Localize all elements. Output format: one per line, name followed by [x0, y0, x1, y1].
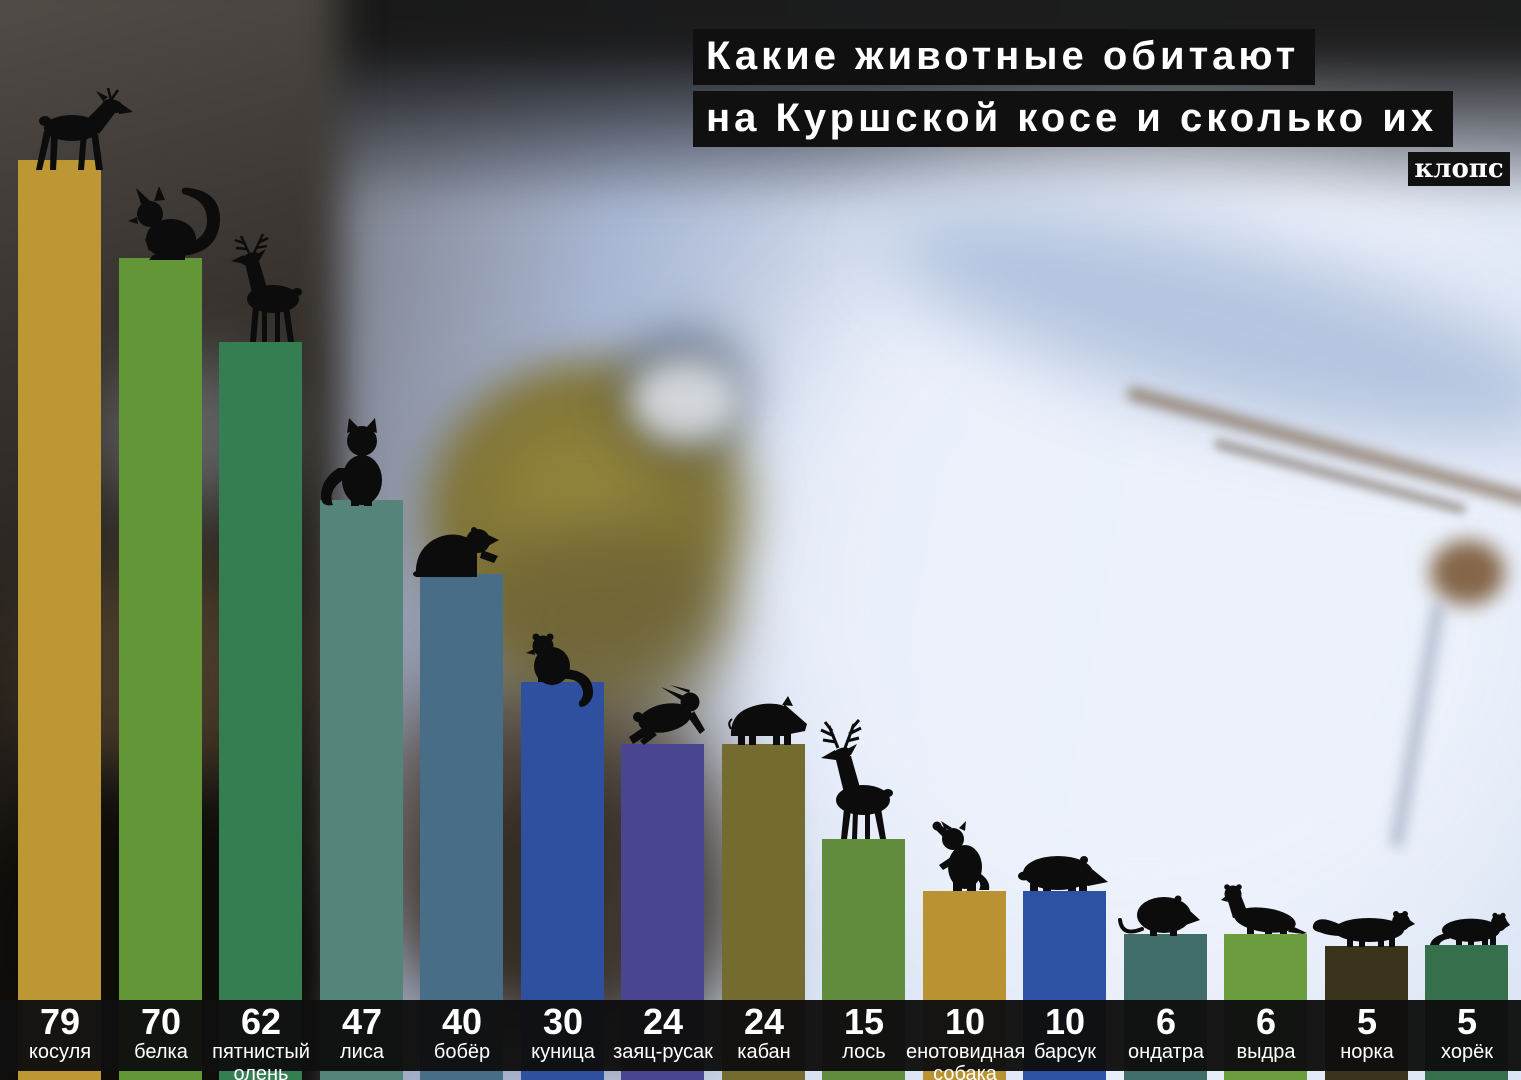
bar-value: 10 — [1044, 1001, 1086, 1042]
klops-logo: клопс — [1408, 152, 1510, 186]
boar-silhouette — [727, 695, 807, 745]
axis-label-барсук: 10 барсук — [1006, 1001, 1124, 1064]
bar-category: хорёк — [1441, 1041, 1493, 1063]
bar-белка — [119, 258, 202, 1080]
elk-silhouette — [808, 719, 902, 839]
bar-category: барсук — [1034, 1041, 1096, 1063]
axis-label-ондатра: 6 ондатра — [1107, 1001, 1225, 1064]
axis-label-норка: 5 норка — [1308, 1001, 1426, 1064]
bar-value: 5 — [1356, 1001, 1378, 1042]
ferret-silhouette — [1428, 907, 1510, 945]
bar-value: 10 — [944, 1001, 986, 1042]
marten-silhouette — [520, 633, 602, 707]
bar-value: 6 — [1255, 1001, 1277, 1042]
axis-label-енотовидная-собака: 10 енотовидная собака — [906, 1001, 1026, 1080]
bar-category: кабан — [737, 1041, 791, 1063]
bar-category: ондатра — [1128, 1041, 1204, 1063]
bar-category: лиса — [340, 1041, 384, 1063]
raccoon-dog-silhouette — [928, 820, 992, 891]
hare-silhouette — [627, 685, 705, 745]
axis-label-лиса: 47 лиса — [303, 1004, 421, 1064]
bar-category: бобёр — [433, 1041, 491, 1063]
squirrel-silhouette — [123, 177, 227, 260]
otter-silhouette — [1220, 884, 1307, 934]
bar-category: выдра — [1236, 1041, 1296, 1063]
mink-silhouette — [1312, 903, 1415, 947]
bar-пятнистый-олень — [219, 342, 302, 1080]
bar-косуля — [18, 160, 101, 1080]
bar-category: куница — [531, 1041, 595, 1063]
klops-logo-text: клопс — [1414, 154, 1504, 184]
sika-deer-silhouette — [223, 233, 310, 342]
page-title-line2: на Куршской косе и сколько их — [693, 91, 1454, 147]
bar-value: 15 — [843, 1001, 885, 1042]
label-band: 79 косуля 70 белка 62 пятнистый олень 47 лиса 40… — [0, 1000, 1521, 1080]
badger-silhouette — [1018, 851, 1108, 891]
bar-category: заяц-русак — [613, 1041, 713, 1063]
bar-value: 24 — [743, 1001, 785, 1042]
fox-silhouette — [318, 418, 396, 506]
bar-value: 6 — [1155, 1001, 1177, 1042]
bar-category: норка — [1340, 1041, 1394, 1063]
roe-deer-silhouette — [20, 88, 133, 170]
page-title-line1: Какие животные обитают — [693, 29, 1316, 85]
bar-лиса — [320, 500, 403, 1080]
axis-label-лось: 15 лось — [805, 1001, 923, 1064]
axis-label-выдра: 6 выдра — [1207, 1001, 1325, 1064]
title-block: Какие животные обитают на Куршской косе … — [693, 29, 1454, 147]
axis-label-хорёк: 5 хорёк — [1408, 1001, 1521, 1064]
beaver-silhouette — [413, 523, 500, 577]
axis-label-кабан: 24 кабан — [705, 1001, 823, 1064]
bar-category: лось — [842, 1041, 886, 1063]
bar-value: 5 — [1456, 1001, 1478, 1042]
bar-category: енотовидная собака — [906, 1041, 1026, 1080]
muskrat-silhouette — [1118, 888, 1200, 936]
